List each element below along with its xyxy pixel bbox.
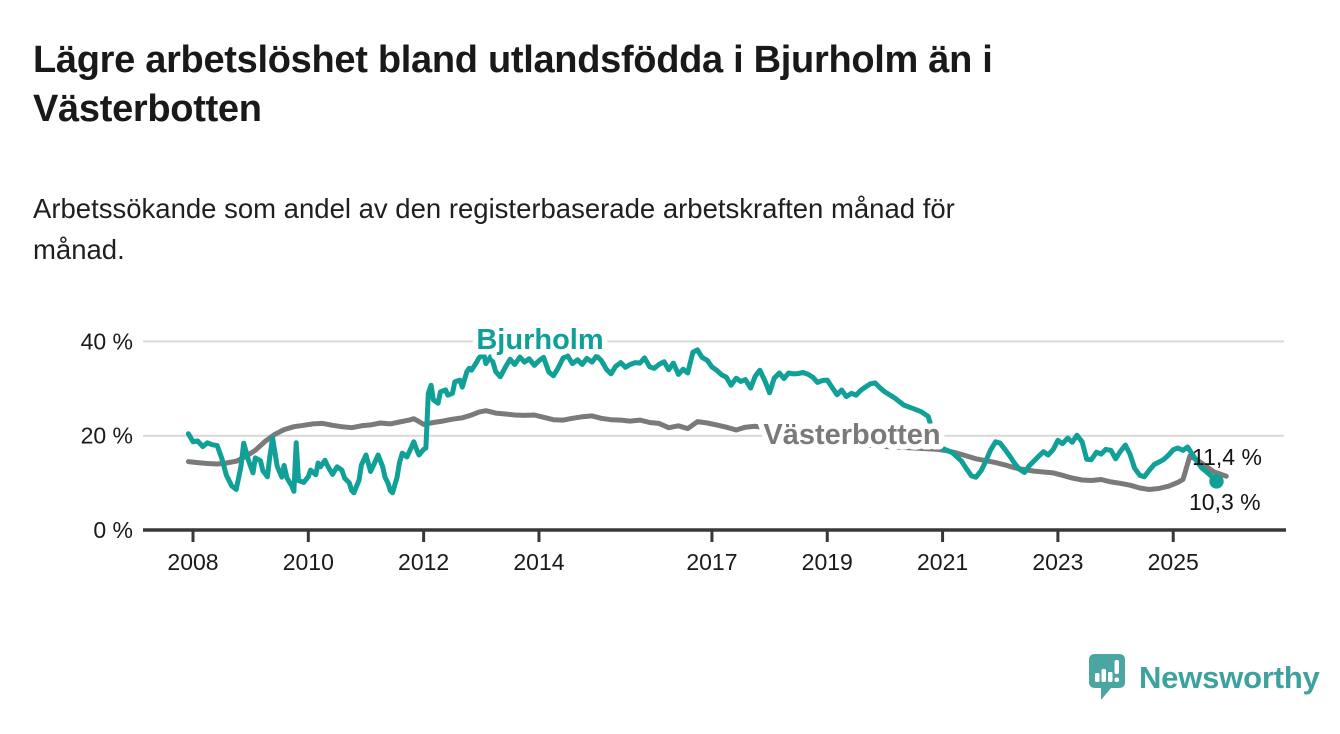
gridlines xyxy=(143,340,1284,437)
axis-tick-labels: 0 % 20 % 40 % 2008 2010 2012 2014 2017 2019 2021 2… xyxy=(81,328,1199,575)
x-tick-label: 2010 xyxy=(283,549,334,575)
y-tick-label: 0 % xyxy=(93,517,133,543)
x-tick-label: 2019 xyxy=(802,549,853,575)
x-tick-label: 2012 xyxy=(398,549,449,575)
x-tick-label: 2023 xyxy=(1032,549,1083,575)
chart-subtitle: Arbetssökande som andel av den registerb… xyxy=(33,188,1273,270)
series-label-vasterbotten: Västerbotten xyxy=(763,419,940,451)
series-label-bjurholm: Bjurholm xyxy=(476,324,603,356)
page-title-line1: Lägre arbetslöshet bland utlandsfödda i … xyxy=(33,39,993,81)
x-tick-label: 2017 xyxy=(686,549,737,575)
page-title: Lägre arbetslöshet bland utlandsfödda i … xyxy=(33,36,1273,134)
x-tick-label: 2014 xyxy=(513,549,564,575)
end-value-bjurholm: 10,3 % xyxy=(1189,489,1261,515)
x-tick-label: 2008 xyxy=(167,549,218,575)
y-tick-label: 20 % xyxy=(81,423,133,449)
end-dot xyxy=(1209,474,1224,489)
page-title-line2: Västerbotten xyxy=(33,88,262,130)
newsworthy-logo: Newsworthy xyxy=(1088,653,1320,703)
chart-subtitle-line1: Arbetssökande som andel av den registerb… xyxy=(33,193,955,224)
x-tick-label: 2025 xyxy=(1148,549,1199,575)
series-lines xyxy=(185,347,1229,496)
line-bjurholm xyxy=(185,347,1219,496)
bar-chart-speech-bubble-icon xyxy=(1089,654,1125,700)
x-tick-label: 2021 xyxy=(917,549,968,575)
x-axis xyxy=(143,528,1286,542)
end-value-vasterbotten: 11,4 % xyxy=(1192,444,1262,470)
chart-subtitle-line2: månad. xyxy=(33,234,125,265)
y-tick-label: 40 % xyxy=(81,328,133,354)
line-västerbotten xyxy=(185,408,1229,492)
newsworthy-logo-text: Newsworthy xyxy=(1139,660,1320,695)
